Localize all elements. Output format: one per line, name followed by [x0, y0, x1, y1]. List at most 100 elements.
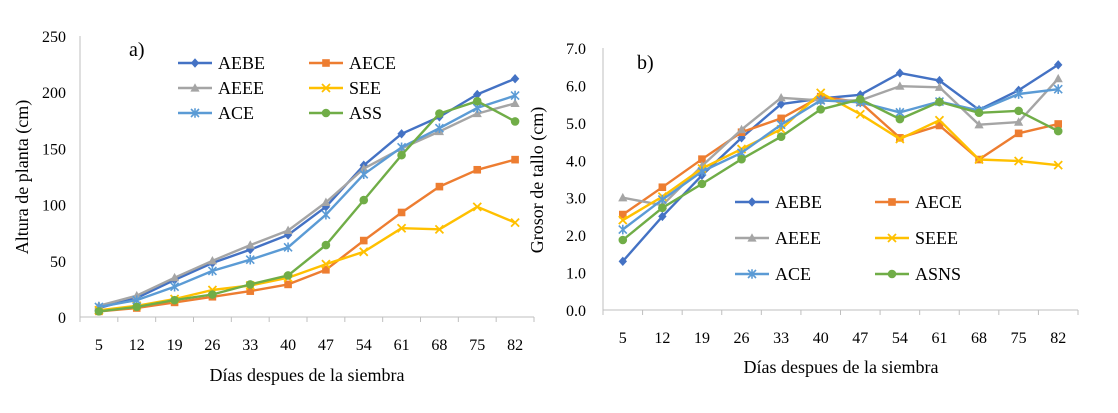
data-point: [856, 90, 865, 100]
legend-item: ACE: [178, 103, 254, 123]
panel-label: a): [129, 39, 145, 61]
legend-item: AEEE: [735, 228, 821, 248]
chart-a-height: 0 50 100 150 200 250 5 12 19 26 33 40 47 54 61 68 75 82 Dí…: [12, 29, 535, 385]
data-point: [434, 123, 444, 133]
data-point: [322, 265, 330, 274]
data-point: [510, 74, 520, 84]
data-point: [510, 217, 520, 228]
data-point: [397, 208, 406, 217]
data-point: [777, 114, 785, 123]
y-tick-label: 7.0: [566, 41, 586, 58]
data-point: [895, 81, 905, 90]
x-tick-label: 47: [318, 337, 334, 354]
legend-marker: [321, 83, 331, 93]
x-tick-label: 54: [892, 330, 908, 347]
legend: AEBE AECE AEEE SEE ACE ASS: [178, 53, 396, 123]
x-tick-label: 33: [242, 337, 258, 354]
data-point: [359, 163, 369, 173]
data-point: [132, 302, 142, 312]
data-point: [1014, 117, 1024, 126]
legend-label: AECE: [349, 53, 396, 73]
y-tick-label: 50: [50, 254, 66, 271]
data-point: [776, 92, 786, 102]
data-point: [618, 192, 628, 202]
y-tick-label: 6.0: [566, 78, 586, 95]
series-ass: [94, 96, 520, 316]
data-point: [321, 240, 331, 250]
legend-item: AECE: [309, 53, 396, 73]
series-aeee: [618, 73, 1063, 209]
data-point: [895, 134, 905, 144]
legend-marker: [747, 233, 757, 242]
legend-label: AEEE: [218, 78, 264, 98]
legend-label: AEBE: [775, 192, 822, 212]
data-point: [169, 272, 180, 282]
y-tick-label: 4.0: [566, 153, 586, 170]
data-point: [359, 247, 369, 257]
data-point: [170, 281, 180, 292]
y-tick-label: 250: [42, 29, 66, 46]
x-tick-label: 19: [167, 337, 183, 354]
x-tick-label: 5: [619, 330, 627, 347]
data-point: [895, 114, 905, 124]
legend-marker: [887, 269, 897, 279]
data-point: [776, 132, 786, 142]
data-point: [473, 89, 482, 100]
data-point: [1014, 89, 1024, 99]
data-point: [284, 280, 292, 289]
data-point: [397, 142, 407, 153]
series-ace: [94, 90, 520, 312]
data-point: [974, 154, 984, 165]
legend-label: ASS: [349, 103, 382, 123]
legend-label: AEBE: [218, 53, 265, 73]
x-tick-label: 54: [356, 337, 372, 354]
y-tick-label: 200: [42, 85, 66, 102]
legend-marker: [190, 83, 200, 92]
data-point: [245, 240, 255, 249]
legend-item: AECE: [875, 192, 962, 212]
series-seee: [618, 88, 1063, 225]
series-line: [98, 94, 516, 309]
y-tick-label: 0.0: [566, 303, 586, 320]
data-point: [321, 209, 331, 220]
data-point: [658, 183, 667, 192]
data-point: [208, 290, 217, 299]
legend-item: AEEE: [178, 78, 264, 98]
data-point: [618, 256, 627, 267]
data-point: [397, 150, 406, 160]
series-aebe: [618, 60, 1063, 267]
x-tick-label: 68: [971, 330, 987, 347]
data-point: [94, 307, 104, 316]
data-point: [170, 295, 179, 305]
data-point: [697, 166, 707, 177]
data-point: [816, 105, 826, 114]
data-point: [472, 108, 482, 118]
legend-item: SEEE: [875, 228, 958, 248]
data-point: [510, 117, 520, 126]
x-axis-title: Días despues de la siembra: [744, 357, 939, 377]
data-point: [658, 211, 667, 222]
series-line: [98, 77, 516, 310]
y-tick-label: 3.0: [566, 191, 586, 208]
legend-marker: [888, 198, 896, 206]
x-tick-label: 40: [813, 330, 829, 347]
data-point: [321, 197, 331, 206]
legend-label: ACE: [218, 103, 254, 123]
series-line: [98, 99, 516, 313]
data-point: [935, 97, 944, 107]
y-axis-title: Grosor de tallo (cm): [527, 107, 548, 253]
x-axis-title: Días despues de la siembra: [210, 365, 405, 385]
legend-item: ASS: [309, 103, 382, 123]
legend: AEBE AECE AEEE SEEE ACE ASNS: [735, 192, 962, 284]
data-point: [618, 224, 628, 235]
x-tick-label: 40: [280, 337, 296, 354]
legend-marker: [190, 58, 200, 68]
data-point: [245, 280, 255, 289]
data-point: [207, 266, 217, 276]
data-point: [473, 165, 482, 174]
data-point: [658, 203, 667, 213]
legend-item: SEE: [309, 78, 381, 98]
data-point: [776, 119, 786, 130]
series-line: [622, 95, 1059, 216]
